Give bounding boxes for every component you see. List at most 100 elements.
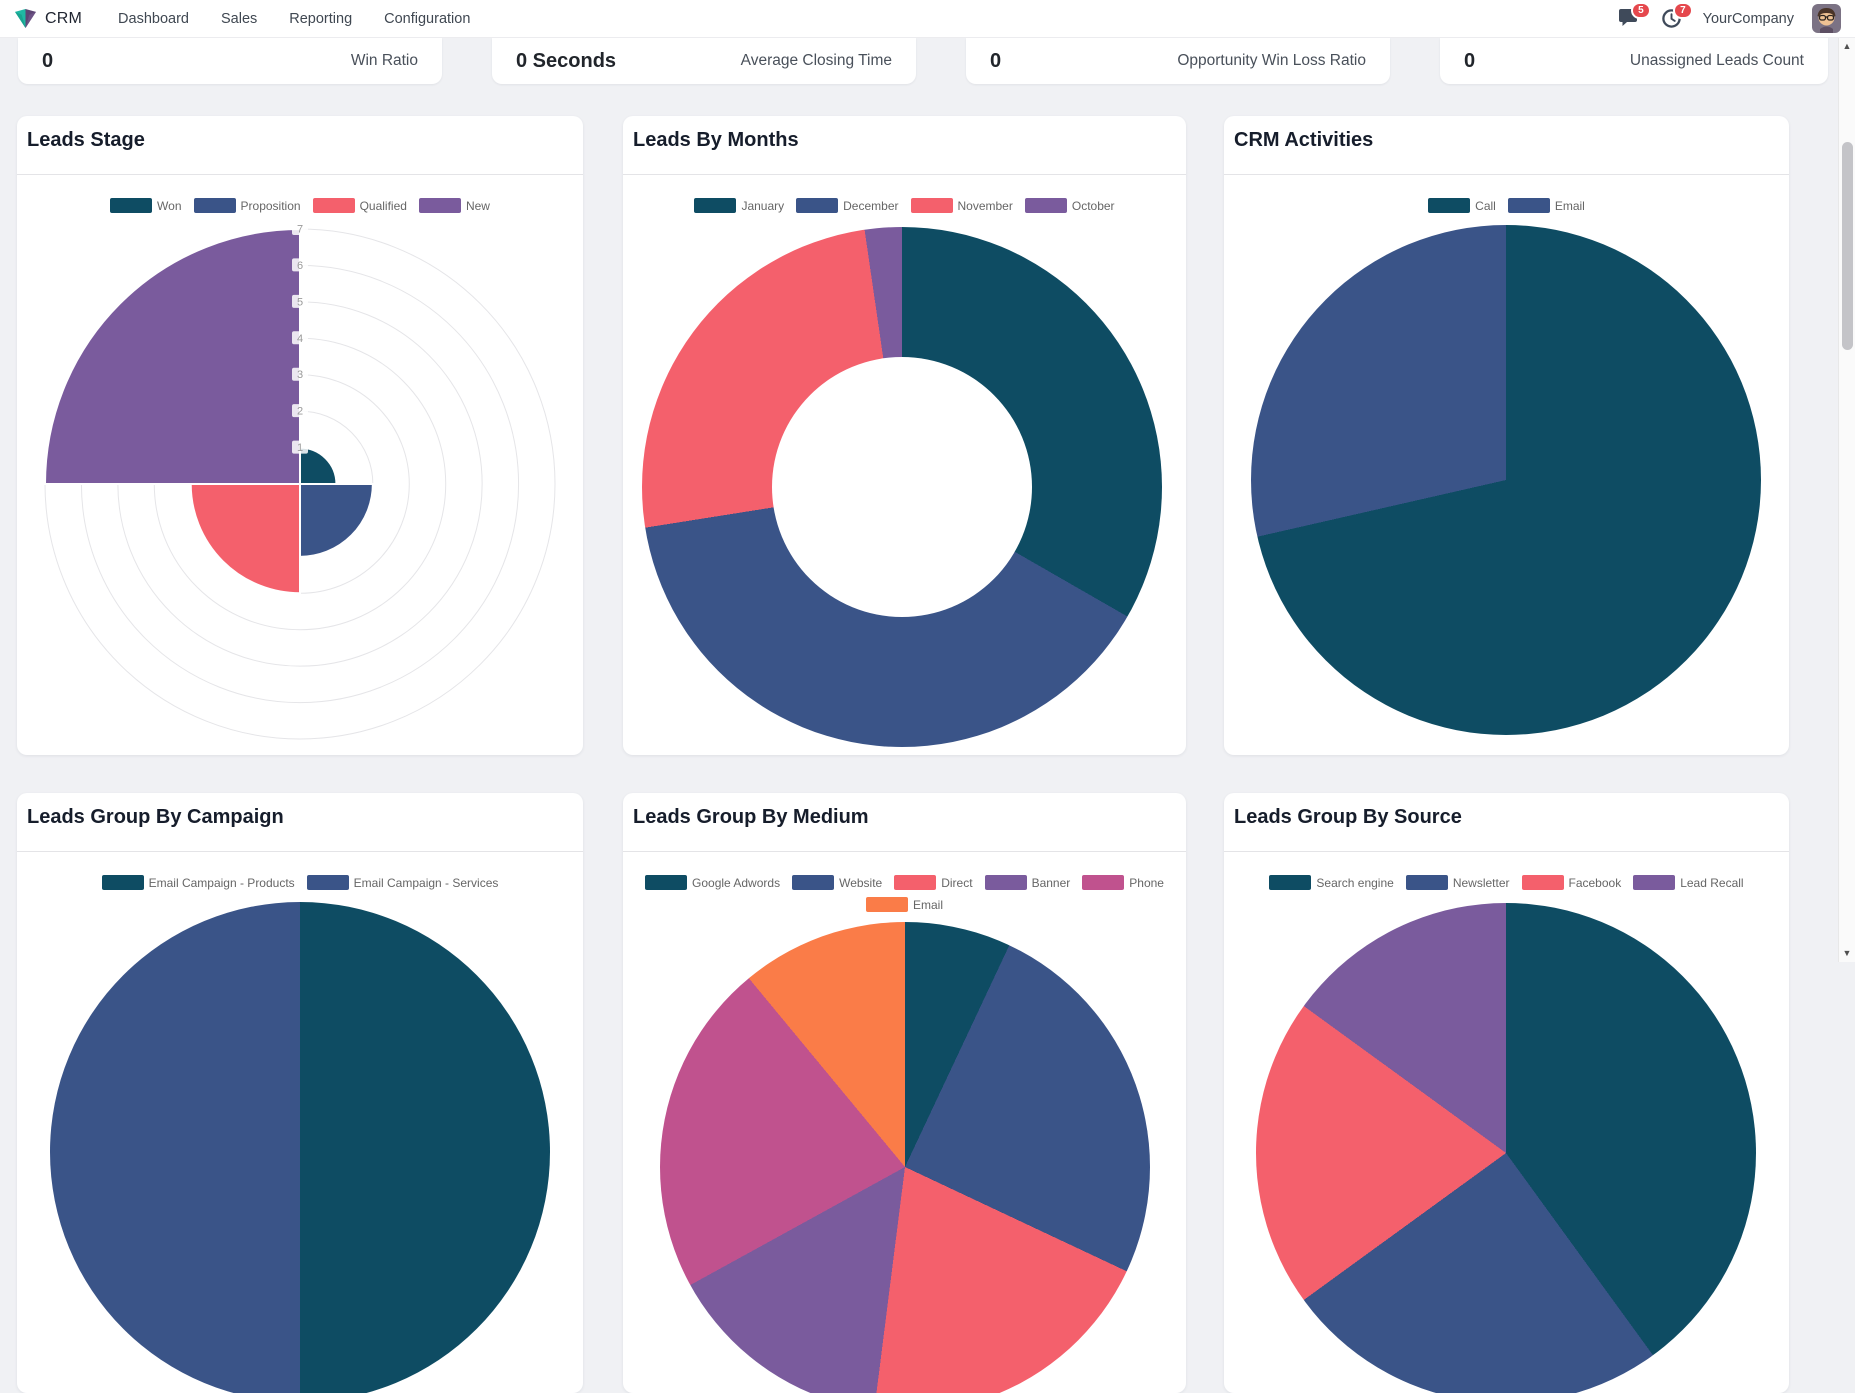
crm-logo-icon (15, 8, 36, 28)
legend-label: January (741, 198, 785, 213)
card-leads-group-by-campaign: Leads Group By Campaign Email Campaign -… (17, 793, 583, 1393)
legend-item-december[interactable]: December (796, 198, 899, 213)
pie[interactable] (660, 922, 1150, 1393)
polar-slice-new[interactable] (43, 227, 301, 485)
legend-item-won[interactable]: Won (110, 198, 182, 213)
kpi-card-opportunity-win-loss-ratio[interactable]: 0 Opportunity Win Loss Ratio (966, 38, 1390, 84)
kpi-value: 0 (1464, 49, 1476, 72)
legend-label: Email (1554, 198, 1585, 213)
pie[interactable] (50, 902, 550, 1393)
legend-item-facebook[interactable]: Facebook (1521, 875, 1622, 890)
legend-swatch (110, 198, 153, 213)
legend-label: New (465, 198, 490, 213)
legend-item-email-campaign-products[interactable]: Email Campaign - Products (101, 875, 295, 890)
kpi-card-win-ratio[interactable]: 0 Win Ratio (18, 38, 442, 84)
legend-swatch (894, 875, 937, 890)
legend-item-direct[interactable]: Direct (894, 875, 973, 890)
app-brand[interactable]: CRM (14, 8, 83, 29)
messages-icon[interactable]: 5 (1618, 1, 1651, 30)
doughnut-hole (772, 357, 1032, 617)
card-title: Leads Group By Campaign (17, 793, 583, 852)
legend-label: December (843, 198, 899, 213)
legend-item-newsletter[interactable]: Newsletter (1405, 875, 1510, 890)
legend-item-google-adwords[interactable]: Google Adwords (645, 875, 780, 890)
menu-configuration[interactable]: Configuration (384, 10, 471, 27)
legend-swatch (1507, 198, 1550, 213)
svg-text:4: 4 (297, 333, 303, 345)
legend-swatch (312, 198, 355, 213)
pie[interactable] (1251, 225, 1761, 735)
crm-activities-pie-chart[interactable] (1224, 116, 1789, 755)
card-title: Leads Group By Medium (623, 793, 1186, 852)
menu-dashboard[interactable]: Dashboard (118, 10, 189, 27)
leads-by-months-doughnut-chart[interactable] (623, 116, 1186, 755)
card-crm-activities: CRM Activities Call Email (1224, 116, 1789, 755)
navbar-right: 5 7 YourCompany (1618, 1, 1841, 33)
kpi-label: Unassigned Leads Count (1629, 52, 1804, 69)
user-avatar[interactable] (1812, 4, 1841, 33)
scroll-up-arrow[interactable]: ▲ (1842, 41, 1852, 51)
card-title: Leads Stage (17, 116, 583, 175)
legend-swatch (910, 198, 953, 213)
legend-item-email[interactable]: Email (1507, 198, 1585, 213)
svg-text:1: 1 (297, 442, 303, 454)
pie[interactable] (1256, 903, 1756, 1393)
menu-reporting[interactable]: Reporting (289, 10, 353, 27)
legend-item-banner[interactable]: Banner (984, 875, 1070, 890)
scroll-down-arrow[interactable]: ▼ (1842, 948, 1852, 958)
legend-item-email[interactable]: Email (865, 897, 943, 912)
legend-item-qualified[interactable]: Qualified (312, 198, 407, 213)
legend-item-january[interactable]: January (694, 198, 784, 213)
leads-stage-polar-chart[interactable]: 1 2 3 4 5 6 7 (17, 116, 583, 755)
legend-swatch (645, 875, 688, 890)
legend-label: Newsletter (1452, 875, 1510, 890)
legend-swatch (1082, 875, 1125, 890)
legend-label: November (957, 198, 1013, 213)
polar-slice-proposition[interactable] (299, 483, 374, 558)
legend-item-call[interactable]: Call (1428, 198, 1496, 213)
kpi-value: 0 Seconds (516, 49, 617, 72)
legend-item-new[interactable]: New (418, 198, 490, 213)
svg-text:5: 5 (297, 296, 303, 308)
legend-item-search-engine[interactable]: Search engine (1269, 875, 1394, 890)
kpi-card-unassigned-leads-count[interactable]: 0 Unassigned Leads Count (1440, 38, 1828, 84)
legend-label: Google Adwords (692, 875, 781, 890)
doughnut[interactable] (642, 227, 1162, 747)
avatar-image (1812, 4, 1841, 33)
activity-icon[interactable]: 7 (1661, 1, 1693, 30)
legend-item-website[interactable]: Website (792, 875, 882, 890)
legend-item-november[interactable]: November (910, 198, 1013, 213)
legend-item-phone[interactable]: Phone (1082, 875, 1164, 890)
legend-item-proposition[interactable]: Proposition (193, 198, 301, 213)
top-navbar: CRM Dashboard Sales Reporting Configurat… (0, 0, 1855, 38)
legend-label: Facebook (1568, 875, 1622, 890)
legend-label: Website (839, 875, 883, 890)
card-title: Leads By Months (623, 116, 1186, 175)
activity-badge: 7 (1673, 1, 1693, 19)
legend-label: Email (912, 897, 943, 912)
kpi-value: 0 (990, 49, 1002, 72)
scroll-thumb[interactable] (1842, 142, 1853, 350)
legend-swatch (418, 198, 461, 213)
legend-item-october[interactable]: October (1024, 198, 1115, 213)
legend-label: Qualified (359, 198, 407, 213)
legend-label: Phone (1129, 875, 1164, 890)
polar-slice-qualified[interactable] (189, 483, 301, 595)
legend-item-lead-recall[interactable]: Lead Recall (1633, 875, 1744, 890)
legend-label: Won (157, 198, 182, 213)
messages-badge: 5 (1631, 1, 1651, 19)
chart-legend: Call Email (1224, 198, 1789, 213)
legend-swatch (1633, 875, 1676, 890)
kpi-label: Win Ratio (350, 52, 418, 69)
card-leads-stage: Leads Stage 1 2 3 4 5 6 7 Won Proposition Qualif… (17, 116, 583, 755)
menu-sales[interactable]: Sales (220, 10, 258, 27)
scrollbar[interactable]: ▲ ▼ (1838, 38, 1855, 962)
legend-label: Direct (941, 875, 973, 890)
svg-text:6: 6 (297, 260, 303, 272)
svg-text:7: 7 (297, 224, 303, 236)
app-name: CRM (45, 9, 83, 27)
legend-label: Email Campaign - Products (148, 875, 295, 890)
company-name[interactable]: YourCompany (1702, 10, 1794, 27)
kpi-card-average-closing-time[interactable]: 0 Seconds Average Closing Time (492, 38, 916, 84)
legend-item-email-campaign-services[interactable]: Email Campaign - Services (306, 875, 498, 890)
